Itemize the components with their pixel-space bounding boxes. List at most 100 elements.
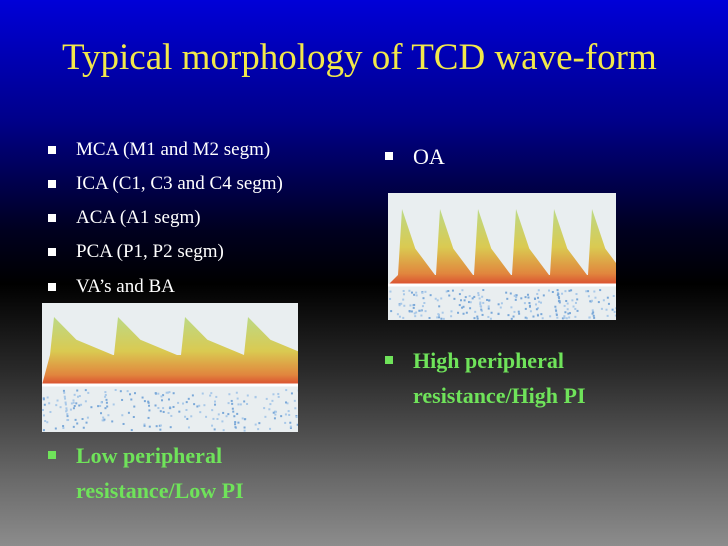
spectrum-shape: [497, 303, 500, 306]
spectrum-shape: [535, 308, 538, 311]
spectrum-shape: [187, 397, 190, 400]
spectrum-shape: [133, 405, 136, 408]
spectrum-shape: [593, 290, 596, 293]
spectrum-shape: [440, 317, 443, 320]
spectrum-shape: [464, 296, 467, 299]
spectrum-shape: [243, 418, 246, 421]
spectrum-shape: [72, 399, 75, 402]
spectrum-shape: [269, 403, 272, 406]
spectrum-shape: [447, 289, 450, 292]
spectrum-shape: [288, 413, 291, 416]
spectrum-shape: [196, 405, 199, 408]
spectrum-shape: [56, 399, 59, 402]
spectrum-shape: [49, 411, 52, 414]
spectrum-shape: [421, 291, 424, 294]
spectrum-shape: [473, 317, 476, 320]
spectrum-shape: [159, 424, 162, 427]
spectrum-shape: [46, 421, 49, 424]
spectrum-shape: [476, 317, 479, 320]
spectrum-shape: [243, 400, 246, 403]
spectrum-shape: [235, 391, 238, 394]
spectrum-shape: [398, 304, 401, 307]
spectrum-shape: [42, 398, 45, 401]
spectrum-shape: [258, 422, 261, 425]
spectrum-shape: [524, 307, 527, 310]
spectrum-shape: [127, 411, 130, 414]
spectrum-shape: [246, 394, 249, 397]
spectrum-shape: [571, 299, 574, 302]
spectrum-shape: [165, 391, 168, 394]
spectrum-shape: [555, 313, 558, 316]
spectrum-shape: [134, 392, 137, 395]
green-bullet: High peripheral resistance/High PI: [385, 343, 653, 413]
spectrum-shape: [222, 411, 225, 414]
spectrum-shape: [420, 314, 423, 317]
spectrum-shape: [602, 299, 605, 302]
spectrum-shape: [228, 393, 231, 396]
spectrum-shape: [161, 399, 164, 402]
spectrum-shape: [549, 315, 552, 318]
spectrum-shape: [576, 309, 579, 312]
spectrum-shape: [575, 293, 578, 296]
spectrum-shape: [66, 415, 69, 418]
spectrum-shape: [289, 421, 292, 424]
spectrum-shape: [104, 391, 107, 394]
spectrum-shape: [471, 297, 474, 300]
spectrum-shape: [205, 415, 208, 418]
spectrum-shape: [413, 303, 416, 306]
spectrum-shape: [264, 415, 267, 418]
spectrum-shape: [42, 317, 298, 385]
spectrum-shape: [513, 310, 516, 313]
spectrum-shape: [557, 295, 560, 298]
spectrum-shape: [274, 413, 277, 416]
spectrum-shape: [576, 298, 579, 301]
spectrum-shape: [64, 403, 67, 406]
spectrum-shape: [217, 413, 220, 416]
spectrum-shape: [479, 301, 482, 304]
spectrum-shape: [606, 314, 609, 317]
spectrum-shape: [419, 309, 422, 312]
spectrum-shape: [54, 427, 57, 430]
spectrum-shape: [213, 400, 216, 403]
spectrum-shape: [232, 410, 235, 413]
spectrum-shape: [154, 404, 157, 407]
spectrum-shape: [523, 302, 526, 305]
spectrum-shape: [184, 415, 187, 418]
spectrum-shape: [119, 390, 122, 393]
spectrum-shape: [132, 415, 135, 418]
spectrum-shape: [65, 407, 68, 410]
spectrum-shape: [289, 427, 292, 430]
spectrum-shape: [556, 316, 559, 319]
spectrum-shape: [44, 420, 47, 423]
spectrum-shape: [222, 429, 225, 432]
spectrum-shape: [567, 312, 570, 315]
spectrum-shape: [227, 402, 230, 405]
spectrum-shape: [587, 295, 590, 298]
spectrum-shape: [69, 408, 72, 411]
spectrum-shape: [99, 404, 102, 407]
spectrum-shape: [231, 402, 234, 405]
spectrum-shape: [403, 304, 406, 307]
spectrum-shape: [480, 309, 483, 312]
spectrum-shape: [436, 316, 439, 319]
spectrum-shape: [555, 309, 558, 312]
spectrum-shape: [606, 296, 609, 299]
spectrum-shape: [614, 314, 616, 317]
spectrum-shape: [481, 313, 484, 316]
spectrum-shape: [481, 295, 484, 298]
spectrum-shape: [285, 389, 288, 392]
spectrum-shape: [479, 305, 482, 308]
spectrum-shape: [527, 296, 530, 299]
spectrum-shape: [424, 290, 427, 293]
spectrum-shape: [414, 315, 417, 318]
spectrum-shape: [198, 404, 201, 407]
spectrum-shape: [103, 418, 106, 421]
spectrum-shape: [505, 291, 508, 294]
spectrum-shape: [536, 292, 539, 295]
spectrum-shape: [75, 402, 78, 405]
spectrum-shape: [389, 290, 392, 293]
spectrum-shape: [528, 302, 531, 305]
spectrum-shape: [556, 289, 559, 292]
spectrum-shape: [574, 315, 577, 318]
